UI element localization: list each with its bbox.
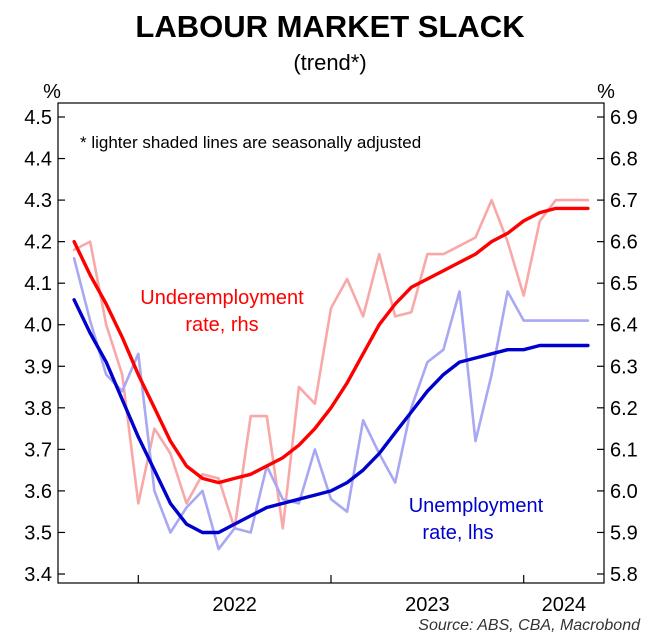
right-tick-label: 6.5	[610, 273, 638, 295]
right-axis-ticks: 5.8 5.9 6.0 6.1 6.2 6.3 6.4 6.5 6.6 6.7 6.8 6.9	[597, 107, 638, 586]
right-tick-label: 5.9	[610, 522, 638, 544]
x-year-label: 2023	[405, 594, 450, 616]
left-tick-label: 3.7	[24, 439, 52, 461]
right-tick-label: 6.1	[610, 439, 638, 461]
series-0-seasonally-adjusted-line	[72, 198, 590, 530]
left-axis-ticks: 3.4 3.5 3.6 3.7 3.8 3.9 4.0 4.1 4.2 4.3 4.4 4.5	[24, 107, 65, 586]
underemployment-label-line-2: rate, rhs	[185, 314, 258, 336]
underemployment-label-line-1: Underemployment	[140, 287, 304, 309]
right-tick-label: 6.9	[610, 107, 638, 129]
series-0-trend-line	[72, 206, 590, 485]
unemployment-label-line-2: rate, lhs	[422, 522, 493, 544]
left-tick-label: 4.0	[24, 315, 52, 337]
right-tick-label: 5.8	[610, 564, 638, 586]
right-tick-label: 6.8	[610, 149, 638, 171]
left-tick-label: 4.5	[24, 107, 52, 129]
left-tick-label: 4.3	[24, 190, 52, 212]
right-axis-unit: %	[597, 81, 615, 103]
x-axis: 2022 2023 2024	[137, 575, 587, 616]
chart-title: LABOUR MARKET SLACK	[135, 9, 525, 44]
left-axis-unit: %	[43, 81, 61, 103]
series-1-trend-line	[72, 298, 590, 535]
right-tick-label: 6.0	[610, 481, 638, 503]
right-tick-label: 6.4	[610, 315, 638, 337]
left-tick-label: 3.6	[24, 481, 52, 503]
series-layer	[72, 198, 590, 551]
left-tick-label: 4.1	[24, 273, 52, 295]
right-tick-label: 6.3	[610, 356, 638, 378]
left-tick-label: 3.9	[24, 356, 52, 378]
unemployment-label-line-1: Unemployment	[409, 495, 544, 517]
right-tick-label: 6.7	[610, 190, 638, 212]
left-tick-label: 4.2	[24, 232, 52, 254]
right-tick-label: 6.6	[610, 232, 638, 254]
chart-note: * lighter shaded lines are seasonally ad…	[80, 133, 421, 152]
chart-subtitle: (trend*)	[293, 50, 366, 75]
left-tick-label: 4.4	[24, 149, 52, 171]
right-tick-label: 6.2	[610, 398, 638, 420]
left-tick-label: 3.4	[24, 564, 52, 586]
series-1-seasonally-adjusted-line	[72, 256, 590, 551]
x-year-label: 2022	[212, 594, 257, 616]
chart-source: Source: ABS, CBA, Macrobond	[418, 617, 641, 634]
left-tick-label: 3.8	[24, 398, 52, 420]
left-tick-label: 3.5	[24, 522, 52, 544]
x-year-label: 2024	[542, 594, 587, 616]
